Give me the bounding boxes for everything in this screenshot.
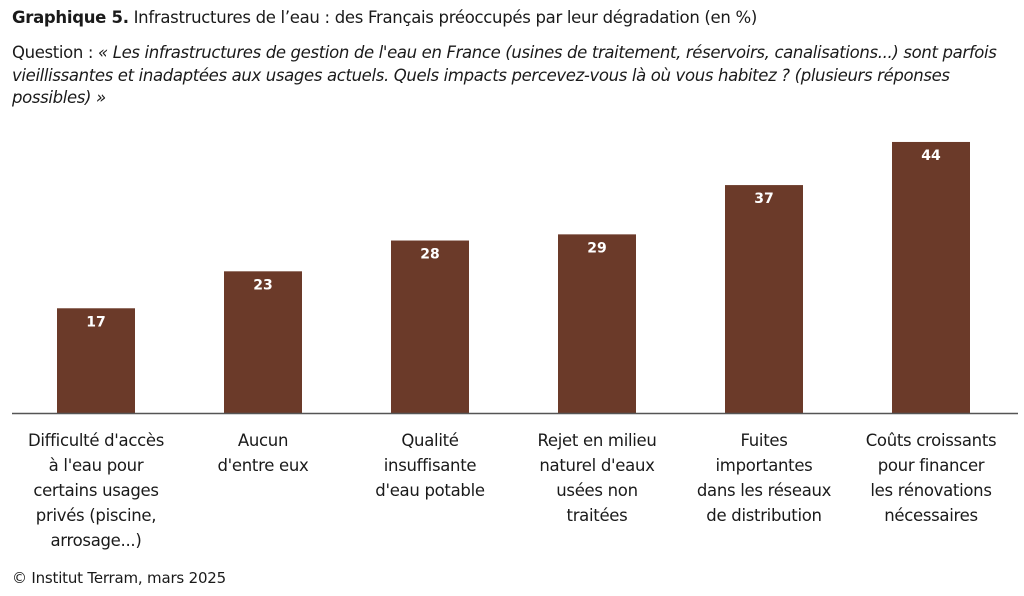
category-label: Fuites importantes dans les réseaux de dist…: [696, 431, 832, 525]
chart-title: Graphique 5. Infrastructures de l’eau : …: [12, 8, 757, 27]
category-label: Aucun d'entre eux: [217, 431, 309, 475]
bar-value-label: 23: [253, 277, 272, 293]
bar-value-label: 28: [420, 247, 439, 263]
bar-2: [224, 271, 302, 413]
category-label: Qualité insuffisante d'eau potable: [375, 431, 485, 500]
question-text: « Les infrastructures de gestion de l'ea…: [12, 43, 997, 107]
question-label: Question :: [12, 43, 98, 62]
bar-3: [391, 240, 469, 413]
survey-question: Question : « Les infrastructures de gest…: [12, 42, 1017, 110]
source-credit: © Institut Terram, mars 2025: [12, 569, 226, 587]
bar-value-label: 17: [86, 314, 105, 330]
bar-6: [892, 141, 970, 413]
bar-chart: 17 23 28 29 37 44: [12, 141, 1018, 415]
category-label: Rejet en milieu naturel d'eaux usées non tr…: [537, 431, 657, 525]
bar-value-label: 44: [921, 148, 941, 164]
bar-4: [558, 234, 636, 413]
chart-title-text: Infrastructures de l’eau : des Français …: [128, 8, 758, 27]
bar-5: [725, 185, 803, 413]
category-label: Coûts croissants pour financer les rénovat…: [865, 431, 997, 525]
category-label: Difficulté d'accès à l'eau pour certains u…: [27, 431, 165, 550]
bars-group: 17 23 28 29 37 44: [57, 141, 970, 413]
chart-title-number: Graphique 5.: [12, 8, 129, 27]
bar-value-label: 29: [587, 240, 606, 256]
bar-value-label: 37: [754, 191, 773, 207]
bar-1: [57, 308, 135, 413]
